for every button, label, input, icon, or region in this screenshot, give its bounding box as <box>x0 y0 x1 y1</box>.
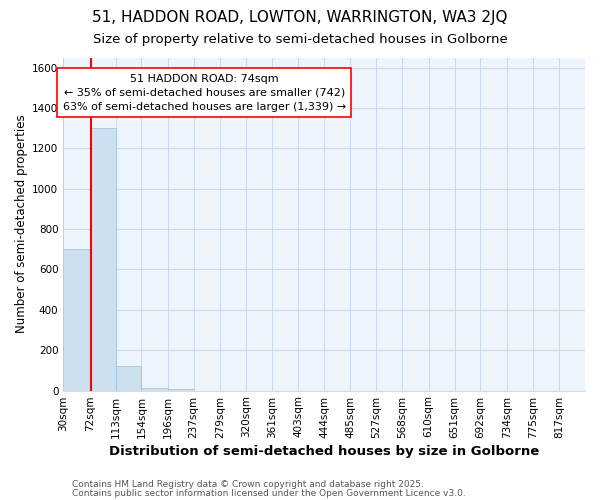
X-axis label: Distribution of semi-detached houses by size in Golborne: Distribution of semi-detached houses by … <box>109 444 539 458</box>
Bar <box>90 128 116 390</box>
Text: Contains HM Land Registry data © Crown copyright and database right 2025.: Contains HM Land Registry data © Crown c… <box>72 480 424 489</box>
Bar <box>116 366 142 390</box>
Text: 51, HADDON ROAD, LOWTON, WARRINGTON, WA3 2JQ: 51, HADDON ROAD, LOWTON, WARRINGTON, WA3… <box>92 10 508 25</box>
Text: 51 HADDON ROAD: 74sqm
← 35% of semi-detached houses are smaller (742)
63% of sem: 51 HADDON ROAD: 74sqm ← 35% of semi-deta… <box>62 74 346 112</box>
Y-axis label: Number of semi-detached properties: Number of semi-detached properties <box>15 114 28 334</box>
Bar <box>63 250 90 390</box>
Bar <box>142 388 168 390</box>
Text: Size of property relative to semi-detached houses in Golborne: Size of property relative to semi-detach… <box>92 32 508 46</box>
Bar <box>168 388 194 390</box>
Text: Contains public sector information licensed under the Open Government Licence v3: Contains public sector information licen… <box>72 488 466 498</box>
